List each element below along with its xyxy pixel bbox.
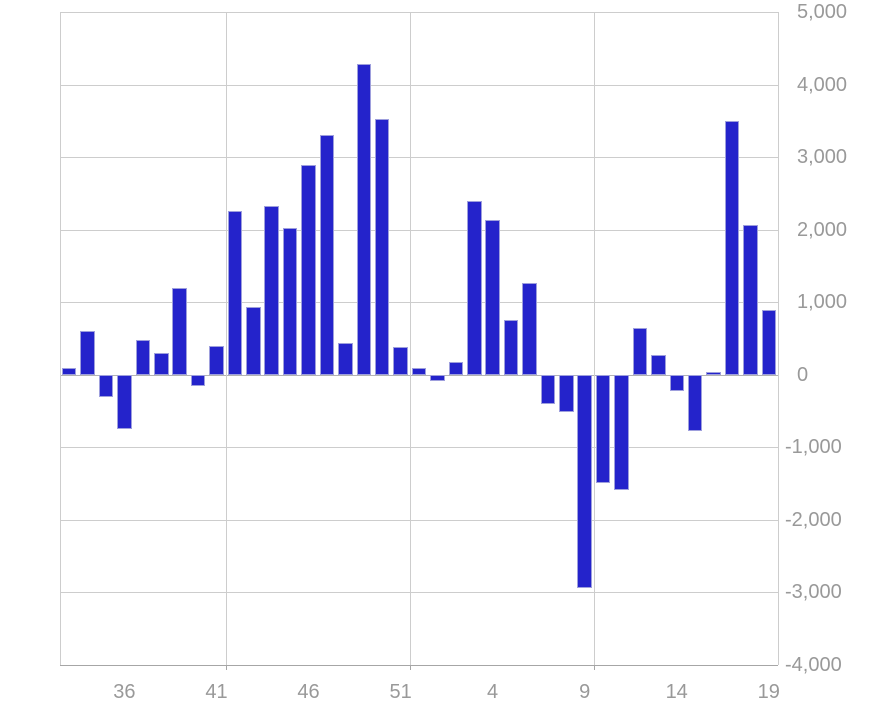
- bar-week-19: [761, 310, 776, 375]
- x-axis-tick: [226, 665, 227, 670]
- bar-week-10: [595, 374, 611, 483]
- bar-week-50: [374, 119, 390, 375]
- x-axis-label: 4: [487, 681, 499, 703]
- bar-week-48: [338, 342, 353, 375]
- bar-week-51: [393, 346, 408, 375]
- bar-week-18: [743, 225, 758, 375]
- plot-border-vertical: [60, 12, 61, 665]
- bar-week-43: [246, 307, 261, 375]
- gridline-vertical: [594, 12, 595, 665]
- y-axis-label: 0: [797, 364, 809, 386]
- gridline-horizontal: [60, 157, 778, 158]
- gridline-horizontal: [60, 592, 778, 593]
- gridline-horizontal: [60, 85, 778, 86]
- bar-week-40: [190, 374, 206, 386]
- bar-week-33: [61, 367, 77, 375]
- bar-week-34: [80, 331, 95, 375]
- bar-week-47: [319, 134, 335, 375]
- y-axis-label: -4,000: [785, 654, 842, 676]
- bar-week-1: [430, 374, 445, 381]
- bar-week-39: [172, 287, 187, 375]
- gridline-horizontal: [60, 447, 778, 448]
- gridline-horizontal: [60, 230, 778, 231]
- bar-week-13: [651, 354, 666, 375]
- x-axis-label: 14: [665, 681, 688, 703]
- bar-week-12: [632, 327, 648, 375]
- bar-week-46: [301, 165, 316, 375]
- y-axis-label: -1,000: [785, 436, 842, 458]
- bar-week-44: [264, 205, 279, 375]
- x-axis-label: 41: [205, 681, 228, 703]
- bar-week-45: [282, 228, 298, 375]
- bar-week-6: [522, 283, 537, 375]
- x-axis-tick: [410, 665, 411, 670]
- gridline-horizontal: [60, 12, 778, 13]
- x-axis-label: 51: [389, 681, 412, 703]
- bar-week-2: [448, 361, 463, 375]
- bar-week-14: [669, 374, 684, 391]
- bar-week-38: [154, 353, 169, 375]
- bar-week-16: [706, 371, 721, 375]
- bar-week-52: [411, 367, 427, 375]
- y-axis-label: 2,000: [797, 219, 848, 241]
- bar-week-7: [540, 374, 556, 405]
- gridline-vertical: [410, 12, 411, 665]
- bar-week-15: [687, 374, 703, 432]
- bar-week-8: [559, 374, 574, 413]
- bar-week-37: [135, 340, 151, 375]
- plot-border-vertical: [778, 12, 779, 665]
- bar-week-5: [503, 320, 519, 375]
- bar-week-9: [577, 374, 592, 589]
- y-axis-label: 5,000: [797, 1, 848, 23]
- zero-line: [60, 375, 778, 376]
- x-axis-tick: [594, 665, 595, 670]
- gridline-horizontal: [60, 520, 778, 521]
- gridline-vertical: [226, 12, 227, 665]
- bar-week-42: [227, 210, 243, 375]
- bar-week-49: [356, 63, 371, 375]
- y-axis-label: -2,000: [785, 509, 842, 531]
- bar-week-41: [209, 345, 224, 375]
- gridline-horizontal: [60, 302, 778, 303]
- plot-area: [60, 12, 778, 665]
- x-axis-label: 9: [579, 681, 591, 703]
- bar-week-11: [614, 374, 629, 491]
- x-axis-label: 19: [757, 681, 780, 703]
- y-axis-label: -3,000: [785, 581, 842, 603]
- x-axis-label: 36: [113, 681, 136, 703]
- bar-week-36: [117, 374, 132, 430]
- bar-week-3: [467, 200, 482, 375]
- y-axis-label: 3,000: [797, 146, 848, 168]
- y-axis-label: 1,000: [797, 291, 848, 313]
- x-axis-line: [60, 665, 778, 666]
- bar-week-35: [98, 374, 114, 397]
- bar-week-17: [724, 120, 740, 375]
- bar-week-4: [485, 219, 500, 375]
- y-axis-label: 4,000: [797, 74, 848, 96]
- x-axis-label: 46: [297, 681, 320, 703]
